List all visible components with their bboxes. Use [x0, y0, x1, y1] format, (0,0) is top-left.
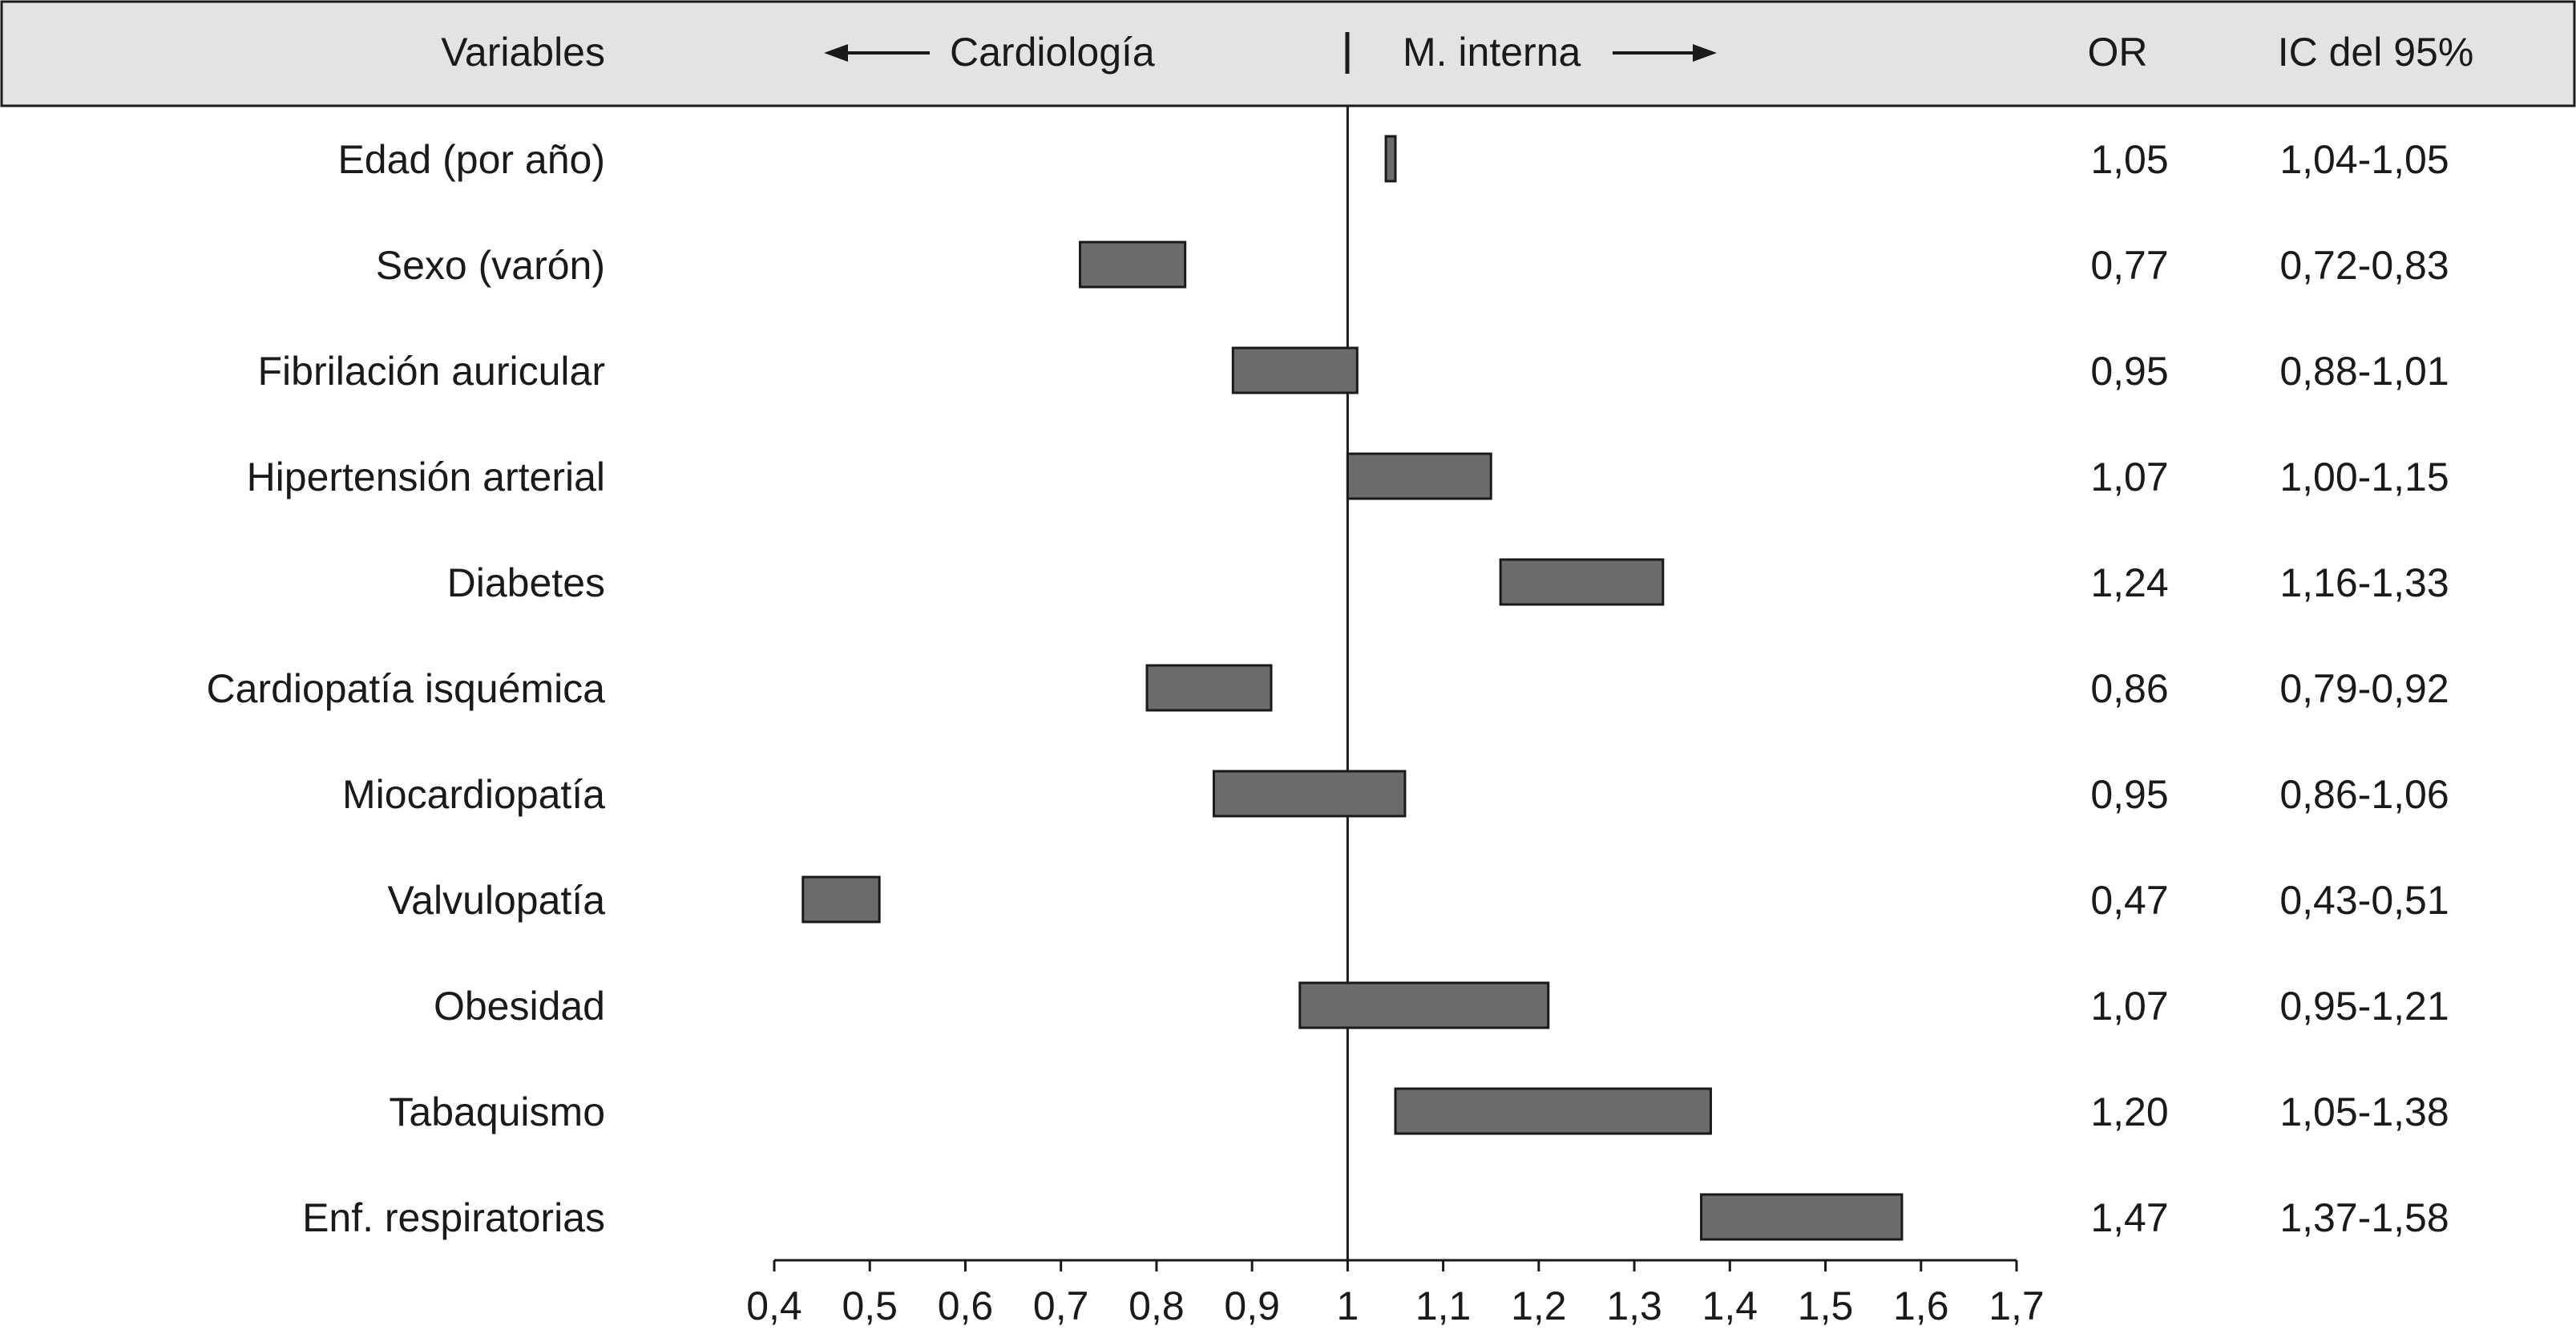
ci-bar [1384, 135, 1397, 183]
x-tick-label: 0,9 [1224, 1283, 1280, 1328]
forest-row: Hipertensión arterial 1,07 1,00-1,15 [247, 452, 2449, 500]
x-tick-label: 0,5 [842, 1283, 898, 1328]
variable-label: Miocardiopatía [342, 772, 605, 817]
ci-bar [1346, 452, 1492, 500]
or-value: 0,47 [2090, 878, 2168, 923]
or-value: 0,77 [2090, 243, 2168, 288]
variable-label: Diabetes [447, 560, 605, 605]
header-or-label: OR [2088, 30, 2148, 75]
ci-value: 1,00-1,15 [2279, 455, 2449, 499]
ci-bar [1700, 1193, 1904, 1241]
header-variables-label: Variables [441, 30, 605, 75]
header-left-direction-label: Cardiología [950, 30, 1155, 75]
ci-bar [1394, 1087, 1712, 1135]
x-tick-label: 1,3 [1606, 1283, 1662, 1328]
x-tick-label: 1,4 [1702, 1283, 1758, 1328]
x-tick-label: 1,6 [1893, 1283, 1949, 1328]
variable-label: Fibrilación auricular [258, 349, 606, 394]
or-value: 1,07 [2090, 984, 2168, 1029]
ci-bar [1298, 981, 1550, 1029]
variable-label: Hipertensión arterial [247, 455, 605, 499]
ci-value: 1,05-1,38 [2279, 1089, 2449, 1134]
forest-row: Cardiopatía isquémica 0,86 0,79-0,92 [207, 664, 2449, 712]
ci-value: 0,72-0,83 [2279, 243, 2449, 288]
variable-label: Obesidad [434, 984, 605, 1029]
x-tick-label: 0,4 [746, 1283, 802, 1328]
forest-row: Sexo (varón) 0,77 0,72-0,83 [376, 241, 2449, 289]
ci-bar [1079, 241, 1187, 289]
x-axis: 0,4 0,5 0,6 0,7 0,8 0,9 1 1,1 1,2 1,3 1,4 1,5 1,6 1,7 [746, 1259, 2045, 1328]
or-value: 0,95 [2090, 349, 2168, 394]
ci-bar [1212, 770, 1407, 818]
left-arrow-icon [824, 44, 930, 62]
ci-bar [801, 875, 881, 924]
ci-value: 0,95-1,21 [2279, 984, 2449, 1029]
ci-bar [1145, 664, 1273, 712]
variable-label: Cardiopatía isquémica [207, 666, 606, 711]
ci-value: 0,86-1,06 [2279, 772, 2449, 817]
x-tick-label: 0,7 [1033, 1283, 1089, 1328]
forest-row: Valvulopatía 0,47 0,43-0,51 [388, 875, 2449, 924]
variable-label: Enf. respiratorias [302, 1195, 605, 1240]
variable-label: Sexo (varón) [376, 243, 605, 288]
forest-row: Diabetes 1,24 1,16-1,33 [447, 558, 2449, 606]
or-value: 1,47 [2090, 1195, 2168, 1240]
ci-value: 1,37-1,58 [2279, 1195, 2449, 1240]
variable-label: Edad (por año) [337, 137, 605, 182]
forest-row: Tabaquismo 1,20 1,05-1,38 [389, 1087, 2449, 1135]
forest-row: Edad (por año) 1,05 1,04-1,05 [337, 135, 2449, 183]
header-band [0, 0, 2576, 107]
x-tick-label: 1,2 [1511, 1283, 1567, 1328]
right-arrow-icon [1613, 44, 1717, 62]
ci-value: 0,79-0,92 [2279, 666, 2449, 711]
ci-value: 0,88-1,01 [2279, 349, 2449, 394]
forest-row: Enf. respiratorias 1,47 1,37-1,58 [302, 1193, 2449, 1241]
or-value: 0,86 [2090, 666, 2168, 711]
x-tick-label: 0,8 [1129, 1283, 1185, 1328]
ci-value: 1,04-1,05 [2279, 137, 2449, 182]
x-tick-label: 1,5 [1798, 1283, 1854, 1328]
forest-row: Miocardiopatía 0,95 0,86-1,06 [342, 770, 2449, 818]
variable-label: Tabaquismo [389, 1089, 605, 1134]
header-ci-label: IC del 95% [2278, 30, 2474, 75]
ci-value: 0,43-0,51 [2279, 878, 2449, 923]
or-value: 1,07 [2090, 455, 2168, 499]
variable-label: Valvulopatía [388, 878, 606, 923]
or-value: 1,20 [2090, 1089, 2168, 1134]
x-tick-label: 1 [1336, 1283, 1359, 1328]
header-right-direction-label: M. interna [1403, 30, 1581, 75]
forest-row: Fibrilación auricular 0,95 0,88-1,01 [258, 346, 2449, 394]
rows-layer: Edad (por año) 1,05 1,04-1,05 Sexo (varón) 0… [207, 106, 2449, 1260]
forest-row: Obesidad 1,07 0,95-1,21 [434, 981, 2449, 1029]
or-value: 0,95 [2090, 772, 2168, 817]
x-tick-label: 1,1 [1415, 1283, 1472, 1328]
ci-value: 1,16-1,33 [2279, 560, 2449, 605]
or-value: 1,05 [2090, 137, 2168, 182]
ci-bar [1499, 558, 1665, 606]
ci-bar [1231, 346, 1359, 394]
x-tick-label: 0,6 [938, 1283, 994, 1328]
x-tick-label: 1,7 [1989, 1283, 2045, 1328]
or-value: 1,24 [2090, 560, 2168, 605]
